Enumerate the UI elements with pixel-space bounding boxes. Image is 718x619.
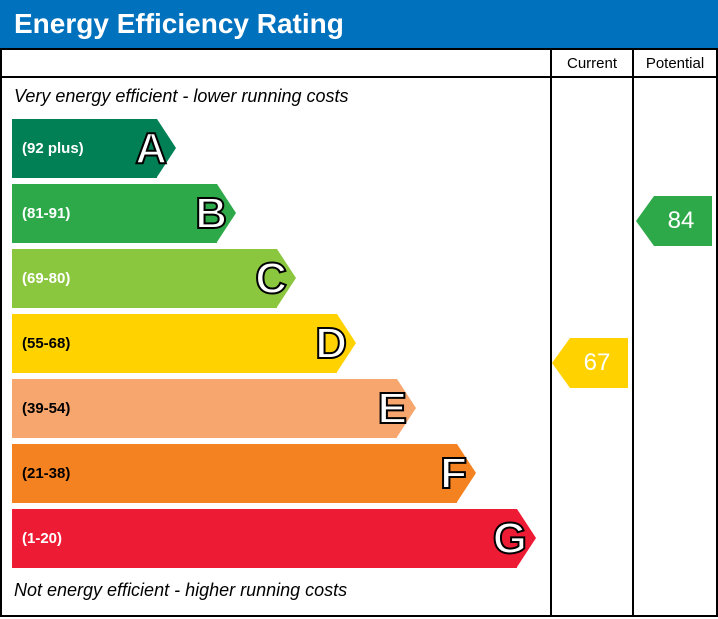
band-bar: (92 plus)A xyxy=(12,119,157,178)
note-bottom: Not energy efficient - higher running co… xyxy=(12,574,550,607)
band-e: (39-54) E xyxy=(12,379,550,438)
band-bar: (55-68)D xyxy=(12,314,337,373)
potential-pointer: 84 xyxy=(654,196,712,246)
band-a: (92 plus) A xyxy=(12,119,550,178)
band-bar: (69-80)C xyxy=(12,249,277,308)
band-bar: (21-38)F xyxy=(12,444,457,503)
band-range: (39-54) xyxy=(22,400,70,417)
chart-title: Energy Efficiency Rating xyxy=(14,8,344,40)
bands-column: Very energy efficient - lower running co… xyxy=(2,78,552,615)
epc-chart: Energy Efficiency Rating Current Potenti… xyxy=(0,0,718,619)
note-top: Very energy efficient - lower running co… xyxy=(12,84,550,113)
potential-column: 84 xyxy=(634,78,716,615)
band-letter: D xyxy=(315,319,347,369)
band-bar: (1-20)G xyxy=(12,509,517,568)
band-letter: F xyxy=(440,449,467,499)
band-letter: E xyxy=(378,384,407,434)
band-letter: C xyxy=(255,254,287,304)
header-potential: Potential xyxy=(634,48,716,78)
band-bar: (39-54)E xyxy=(12,379,397,438)
chart-body: Very energy efficient - lower running co… xyxy=(0,78,718,617)
bands-host: (92 plus) A (81-91) B (69-80) C (55-68) D (39-54… xyxy=(12,119,550,568)
title-bar: Energy Efficiency Rating xyxy=(0,0,718,48)
header-current: Current xyxy=(552,48,634,78)
band-b: (81-91) B xyxy=(12,184,550,243)
band-letter: A xyxy=(135,124,167,174)
band-letter: B xyxy=(195,189,227,239)
band-range: (55-68) xyxy=(22,335,70,352)
header-row: Current Potential xyxy=(0,48,718,78)
band-f: (21-38) F xyxy=(12,444,550,503)
band-bar: (81-91)B xyxy=(12,184,217,243)
band-range: (21-38) xyxy=(22,465,70,482)
potential-value: 84 xyxy=(668,207,695,235)
current-column: 67 xyxy=(552,78,634,615)
band-c: (69-80) C xyxy=(12,249,550,308)
band-letter: G xyxy=(493,514,527,564)
band-range: (1-20) xyxy=(22,530,62,547)
current-pointer: 67 xyxy=(570,338,628,388)
band-d: (55-68) D xyxy=(12,314,550,373)
band-range: (92 plus) xyxy=(22,140,84,157)
band-range: (81-91) xyxy=(22,205,70,222)
header-spacer xyxy=(2,48,552,78)
band-range: (69-80) xyxy=(22,270,70,287)
current-value: 67 xyxy=(584,349,611,377)
band-g: (1-20) G xyxy=(12,509,550,568)
